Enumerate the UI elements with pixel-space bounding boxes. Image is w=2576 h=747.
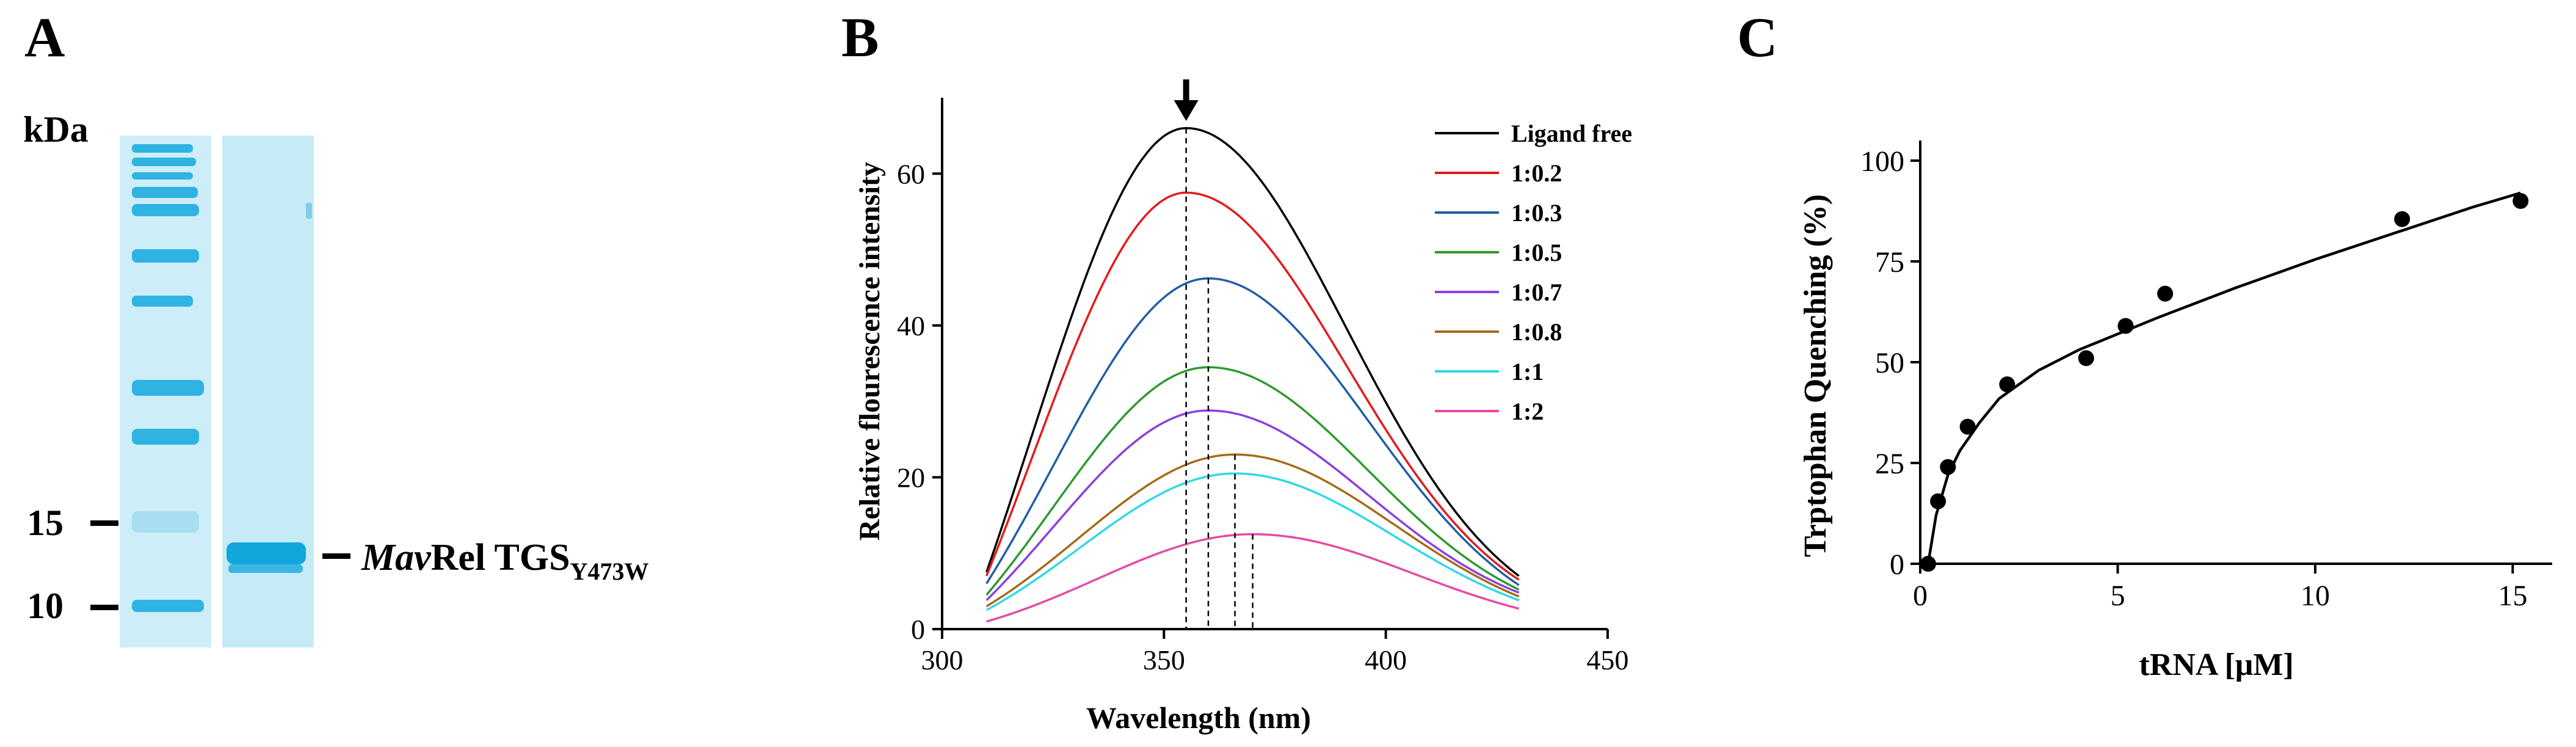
fluorescence-series-6 xyxy=(985,472,1520,611)
quenching-plot-area: 0 5 10 15 0 25 50 75 100 xyxy=(1860,140,2552,612)
arrow-head-icon xyxy=(1174,100,1199,121)
quenching-y-tick-label: 75 xyxy=(1875,246,1904,279)
fluorescence-y-axis-label: Relative flourescence intensity xyxy=(854,162,886,541)
legend-label-1: 1:0.2 xyxy=(1511,159,1562,187)
fluorescence-series-1 xyxy=(985,191,1520,581)
fluorescence-y-tick-label: 60 xyxy=(897,158,925,189)
quenching-y-tick-label: 100 xyxy=(1860,145,1904,178)
fluorescence-series-3 xyxy=(985,366,1520,596)
quenching-x-axis-label: tRNA [μM] xyxy=(2139,647,2293,682)
fluorescence-x-tick-label: 350 xyxy=(1143,644,1185,676)
panel-b-letter: B xyxy=(841,6,879,68)
fluorescence-plot-area: 300 350 400 450 0 20 40 60 xyxy=(897,79,1629,676)
band-label-subscript: Y473W xyxy=(570,558,649,585)
ladder-bands xyxy=(132,144,204,612)
gel-image xyxy=(120,136,314,647)
ladder-faint-band xyxy=(132,511,199,533)
fluorescence-y-tick-label: 0 xyxy=(911,614,925,645)
quenching-y-axis-label: Trptophan Quenching (%) xyxy=(1798,194,1833,557)
quenching-data-point xyxy=(1959,418,1976,435)
legend-label-2: 1:0.3 xyxy=(1511,199,1562,227)
sample-edge-spot xyxy=(306,203,312,219)
gel-unit-label: kDa xyxy=(23,109,89,150)
fluorescence-y-tick-label: 20 xyxy=(897,462,925,493)
protein-band-lower xyxy=(228,564,303,573)
legend-label-0: Ligand free xyxy=(1511,120,1632,147)
legend-label-5: 1:0.8 xyxy=(1511,318,1562,346)
quenching-x-tick-label: 10 xyxy=(2301,580,2330,612)
legend-label-7: 1:2 xyxy=(1511,398,1544,425)
quenching-chart: 0 5 10 15 0 25 50 75 100 tRNA [μM] Trptophan Que… xyxy=(1798,140,2552,682)
legend-label-3: 1:0.5 xyxy=(1511,239,1562,266)
protein-band xyxy=(227,542,306,564)
panel-a-letter: A xyxy=(24,6,65,68)
marker-label-15: 15 xyxy=(27,503,63,543)
fluorescence-series-2 xyxy=(985,277,1520,586)
legend-label-4: 1:0.7 xyxy=(1511,279,1562,306)
marker-tick-15 xyxy=(90,520,118,526)
fluorescence-x-tick-label: 450 xyxy=(1587,644,1629,676)
fluorescence-chart: 300 350 400 450 0 20 40 60 Ligand free 1:0.2 1:0.… xyxy=(854,79,1632,735)
quenching-data-point xyxy=(2157,285,2174,302)
fluorescence-series-7 xyxy=(986,533,1520,623)
legend-label-6: 1:1 xyxy=(1511,358,1544,385)
marker-tick-10 xyxy=(90,605,118,610)
quenching-data-point xyxy=(2078,350,2094,366)
band-label-text: Rel TGS xyxy=(430,537,570,578)
fluorescence-x-tick-label: 300 xyxy=(921,644,963,676)
quenching-fit-curve xyxy=(1926,191,2521,564)
quenching-data-point xyxy=(2513,193,2529,209)
quenching-data-point xyxy=(2394,211,2411,227)
quenching-x-tick-label: 5 xyxy=(2110,580,2125,612)
quenching-y-tick-label: 50 xyxy=(1875,347,1904,379)
fluorescence-series-5 xyxy=(985,453,1520,608)
marker-label-10: 10 xyxy=(27,586,63,626)
quenching-data-point xyxy=(1930,493,1947,509)
fluorescence-x-tick-label: 400 xyxy=(1365,644,1407,676)
quenching-data-point xyxy=(1999,376,2015,393)
quenching-x-tick-label: 0 xyxy=(1913,580,1928,612)
fluorescence-x-axis-label: Wavelength (nm) xyxy=(1086,701,1311,735)
fluorescence-series-0 xyxy=(985,126,1520,577)
band-indicator-tick xyxy=(322,553,350,559)
quenching-x-tick-label: 15 xyxy=(2498,580,2527,612)
quenching-data-point xyxy=(1940,459,1956,475)
quenching-data-point xyxy=(2117,318,2134,334)
fluorescence-y-tick-label: 40 xyxy=(897,310,925,341)
quenching-data-point xyxy=(1920,556,1936,572)
fluorescence-legend: Ligand free 1:0.2 1:0.3 1:0.5 1:0.7 1:0.8 1:1 1… xyxy=(1435,120,1632,425)
panel-c-letter: C xyxy=(1737,6,1778,68)
band-label: MavRel TGSY473W xyxy=(361,536,649,586)
fluorescence-series-4 xyxy=(985,409,1520,602)
quenching-y-tick-label: 0 xyxy=(1890,548,1904,581)
band-label-italic: Mav xyxy=(361,537,431,578)
quenching-y-tick-label: 25 xyxy=(1875,448,1904,480)
